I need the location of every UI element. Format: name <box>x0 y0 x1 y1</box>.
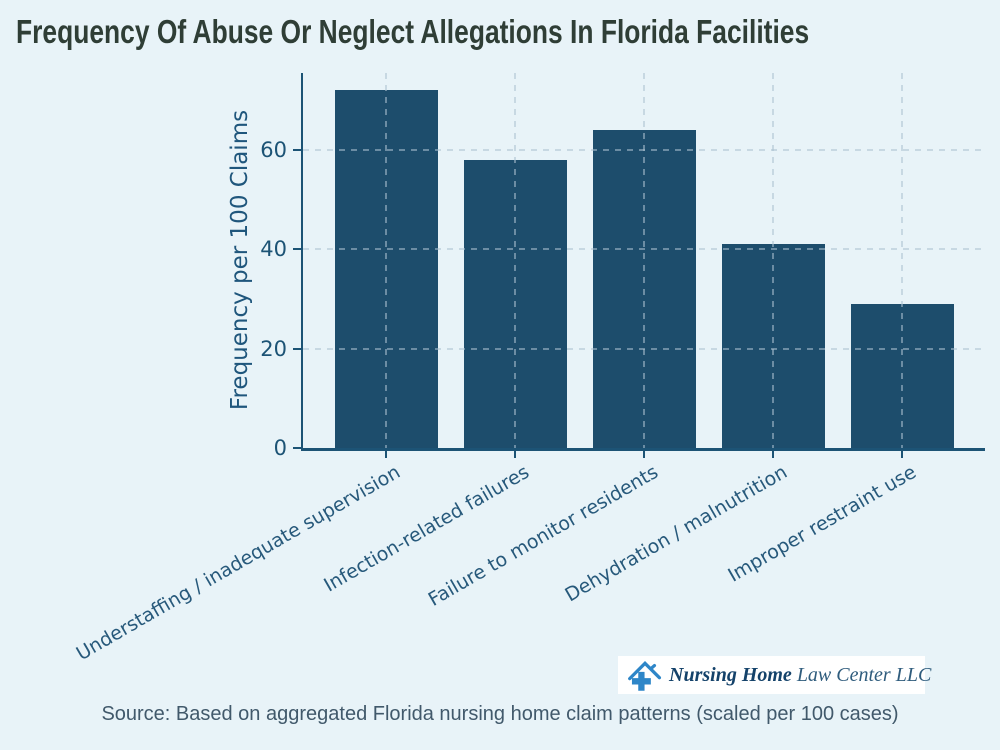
logo: Nursing Home Law Center LLC <box>618 656 931 694</box>
y-tick-label: 0 <box>273 436 287 460</box>
y-tick-label: 40 <box>260 237 287 262</box>
x-tick-mark <box>385 451 387 458</box>
x-tick-mark <box>514 451 516 458</box>
gridline-vertical <box>385 73 387 448</box>
y-tick-mark <box>293 447 302 449</box>
logo-text-regular: Law Center LLC <box>796 663 932 686</box>
x-tick-mark <box>772 451 774 458</box>
y-tick-label: 60 <box>260 137 287 162</box>
logo-text-bold: Nursing Home <box>669 663 792 686</box>
house-cross-icon <box>627 657 663 693</box>
source-note: Source: Based on aggregated Florida nurs… <box>101 703 899 725</box>
x-category-label: Dehydration / malnutrition <box>561 461 791 607</box>
y-tick-mark <box>293 248 302 251</box>
y-tick-mark <box>293 347 302 350</box>
x-tick-mark <box>901 451 903 458</box>
x-tick-mark <box>643 451 645 458</box>
y-tick-label: 20 <box>260 336 287 361</box>
y-axis-line <box>301 73 303 451</box>
x-axis-line <box>301 448 985 451</box>
gridline-vertical <box>901 73 903 448</box>
gridline-vertical <box>514 73 516 448</box>
chart-title: Frequency Of Abuse Or Neglect Allegation… <box>16 13 810 50</box>
gridline-vertical <box>643 73 645 448</box>
x-category-label: Infection-related failures <box>320 461 533 597</box>
plot-area <box>303 73 985 448</box>
x-category-label: Failure to monitor residents <box>424 461 662 611</box>
gridline-vertical <box>772 73 774 448</box>
y-tick-mark <box>293 148 302 151</box>
